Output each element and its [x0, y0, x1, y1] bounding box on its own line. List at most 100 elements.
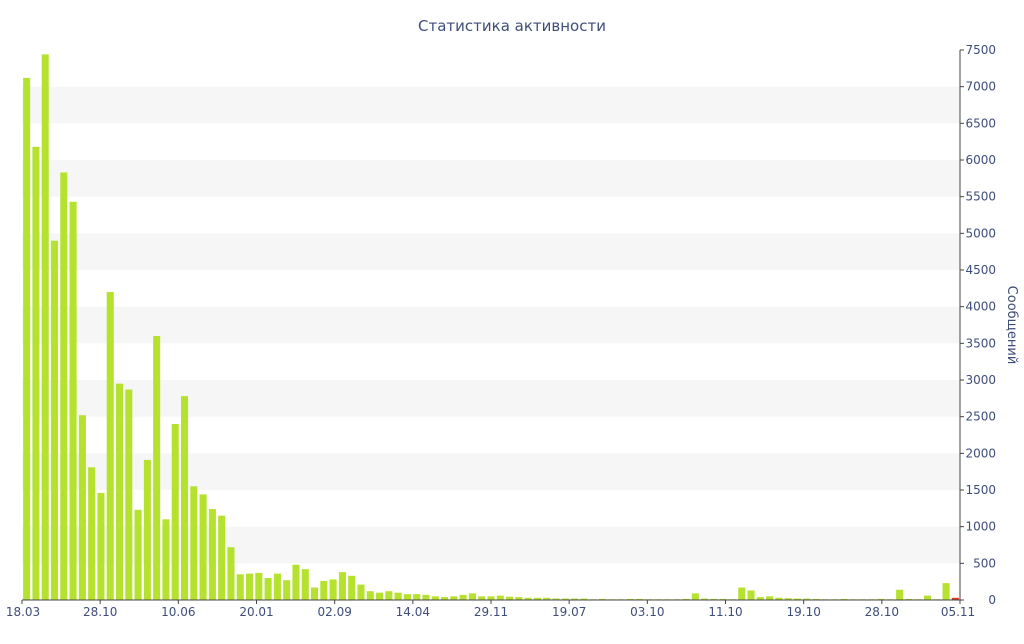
- bar: [199, 494, 207, 600]
- bar: [394, 592, 402, 600]
- bar: [747, 590, 755, 600]
- bar: [338, 572, 346, 600]
- bar: [246, 573, 254, 600]
- bar: [218, 515, 226, 600]
- bar: [366, 591, 374, 600]
- y-tick-label: 4000: [965, 300, 996, 314]
- x-axis-ticks: 18.03 28.10 10.06 20.01 02.09 14.04 29.11 19.07…: [6, 600, 975, 619]
- bar: [78, 415, 86, 600]
- y-tick-label: 6500: [965, 116, 996, 130]
- bar: [682, 598, 690, 600]
- y-tick-label: 6000: [965, 153, 996, 167]
- grid-band: [22, 380, 960, 417]
- bar: [515, 597, 523, 600]
- bar: [951, 597, 959, 600]
- bar: [23, 77, 31, 601]
- bar: [50, 240, 59, 601]
- bar: [273, 573, 281, 600]
- x-tick-label: 05.11: [941, 605, 975, 619]
- x-tick-label: 14.04: [396, 605, 430, 619]
- bar: [357, 584, 365, 600]
- bar: [413, 594, 421, 600]
- bar: [478, 596, 486, 600]
- bar: [32, 146, 40, 601]
- chart-title: Статистика активности: [418, 17, 606, 35]
- bar: [376, 592, 384, 600]
- bar: [691, 593, 699, 600]
- bar: [533, 597, 541, 600]
- bar: [524, 597, 532, 600]
- y-tick-label: 1000: [965, 520, 996, 534]
- x-tick-label: 18.03: [6, 605, 40, 619]
- bar: [756, 597, 764, 600]
- bar: [598, 598, 606, 600]
- bar: [561, 598, 569, 600]
- y-tick-label: 500: [973, 556, 996, 570]
- bar: [403, 594, 411, 600]
- grid-band: [22, 86, 960, 124]
- bar: [580, 598, 588, 600]
- bar: [784, 598, 792, 600]
- x-tick-label: 19.10: [786, 605, 820, 619]
- y-tick-label: 2500: [965, 410, 996, 424]
- x-tick-label: 11.10: [708, 605, 742, 619]
- bar: [41, 54, 49, 600]
- bar: [88, 467, 96, 600]
- bar: [320, 580, 328, 600]
- bar: [348, 575, 356, 600]
- bar: [487, 596, 495, 600]
- bar: [571, 598, 579, 600]
- bar: [264, 578, 272, 600]
- y-tick-label: 7500: [965, 43, 996, 57]
- x-tick-label: 29.11: [474, 605, 508, 619]
- x-tick-label: 03.10: [630, 605, 664, 619]
- y-tick-label: 1500: [965, 483, 996, 497]
- bar: [422, 594, 430, 600]
- bar: [701, 598, 709, 600]
- bar: [385, 591, 393, 600]
- bar: [468, 593, 476, 600]
- bar: [766, 596, 774, 600]
- bar: [812, 598, 820, 600]
- x-tick-label: 28.10: [865, 605, 899, 619]
- bar: [942, 583, 950, 600]
- bar: [923, 595, 932, 600]
- bar: [793, 598, 802, 600]
- bar: [134, 509, 142, 600]
- bar: [626, 598, 634, 600]
- bar: [840, 598, 848, 600]
- y-tick-label: 2000: [965, 446, 996, 460]
- bar: [190, 486, 198, 600]
- x-tick-label: 10.06: [161, 605, 195, 619]
- x-tick-label: 20.01: [239, 605, 273, 619]
- bar: [301, 569, 309, 600]
- bar: [236, 574, 244, 600]
- bar: [450, 596, 458, 600]
- bar: [496, 595, 504, 600]
- bar: [60, 172, 68, 600]
- bar: [738, 587, 746, 600]
- bar: [255, 572, 263, 600]
- y-tick-label: 3500: [965, 336, 996, 350]
- bar: [181, 396, 189, 600]
- bar: [115, 383, 124, 600]
- bar: [106, 292, 114, 600]
- bar: [143, 459, 151, 600]
- grid-band: [22, 160, 960, 197]
- bar: [552, 598, 560, 600]
- bar: [877, 598, 885, 600]
- bar: [506, 596, 514, 600]
- y-axis-title: Сообщений: [1004, 286, 1019, 365]
- x-tick-label: 28.10: [83, 605, 117, 619]
- bar: [153, 336, 161, 600]
- bar: [710, 598, 718, 600]
- grid-bands: [22, 86, 960, 564]
- bar: [543, 597, 551, 600]
- bar: [431, 596, 439, 600]
- bar: [69, 201, 77, 601]
- grid-band: [22, 453, 960, 490]
- bar: [636, 598, 644, 600]
- y-tick-label: 3000: [965, 373, 996, 387]
